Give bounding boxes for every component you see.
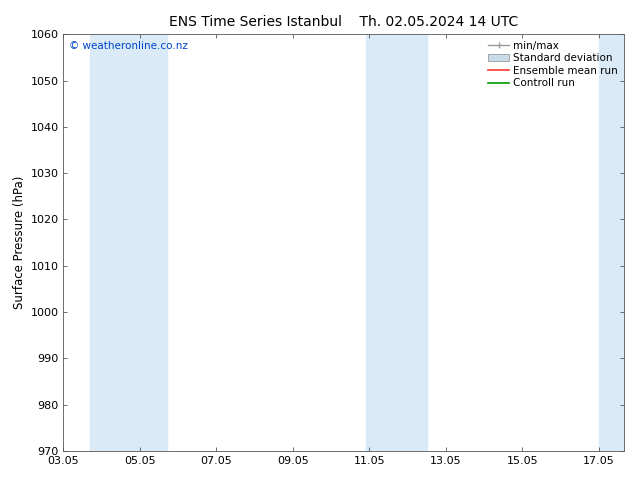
Bar: [366, 34, 427, 451]
Bar: [599, 34, 624, 451]
Title: ENS Time Series Istanbul    Th. 02.05.2024 14 UTC: ENS Time Series Istanbul Th. 02.05.2024 …: [169, 15, 519, 29]
Legend: min/max, Standard deviation, Ensemble mean run, Controll run: min/max, Standard deviation, Ensemble me…: [486, 37, 621, 92]
Y-axis label: Surface Pressure (hPa): Surface Pressure (hPa): [13, 176, 26, 309]
Text: © weatheronline.co.nz: © weatheronline.co.nz: [69, 41, 188, 50]
Bar: [90, 34, 167, 451]
